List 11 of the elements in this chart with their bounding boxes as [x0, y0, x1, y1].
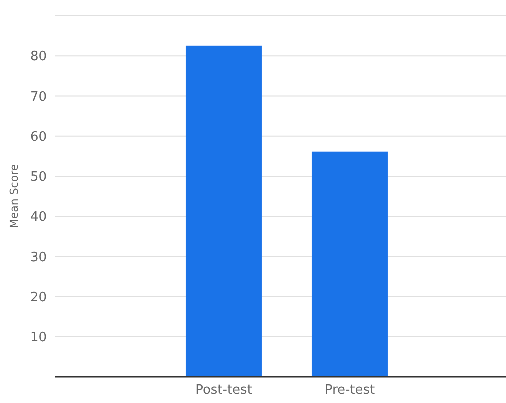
x-tick-label: Post-test — [196, 383, 252, 398]
y-tick-label: 60 — [30, 130, 47, 145]
y-axis-title: Mean Score — [8, 164, 21, 229]
y-tick-label: 30 — [30, 250, 47, 266]
y-tick-label: 10 — [30, 330, 47, 346]
y-tick-label: 50 — [30, 170, 47, 186]
y-tick-label: 70 — [30, 90, 47, 105]
x-tick-label: Pre-test — [324, 383, 376, 398]
y-tick-label: 20 — [30, 290, 47, 306]
y-tick-label: 40 — [30, 210, 47, 226]
y-tick-label: 80 — [30, 50, 47, 65]
